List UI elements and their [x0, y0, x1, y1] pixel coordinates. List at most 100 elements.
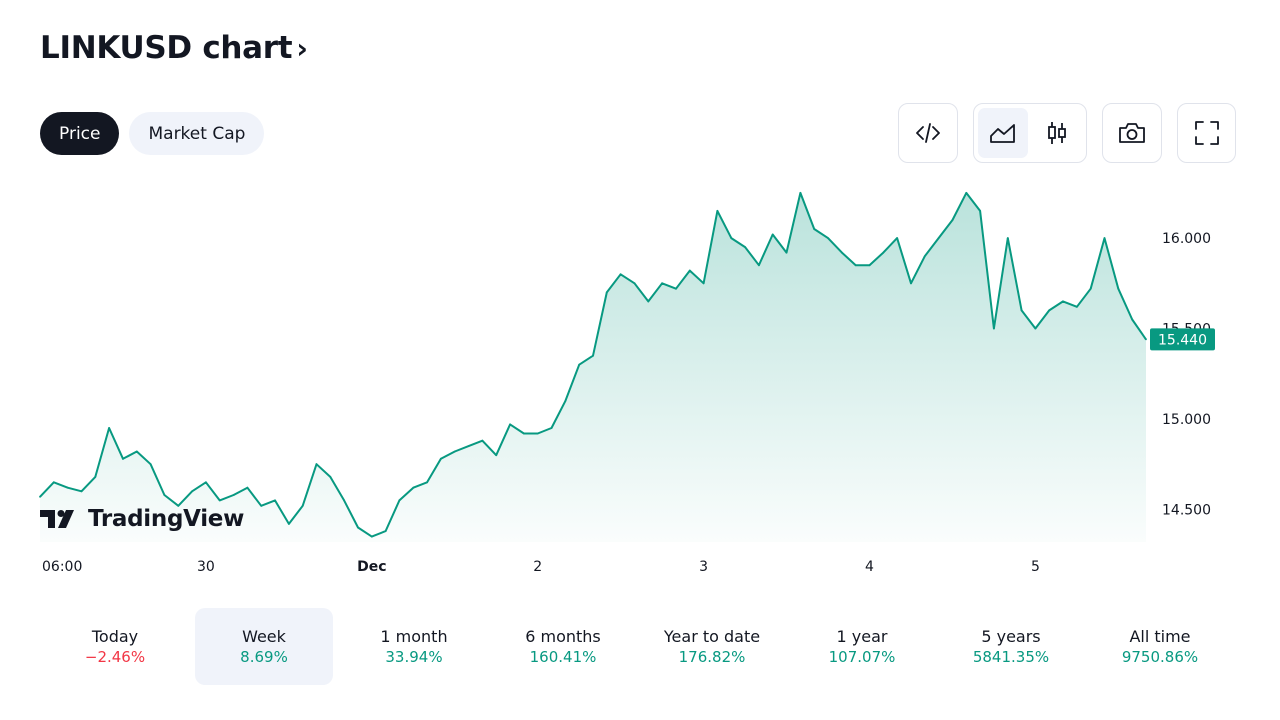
price-point: [426, 481, 428, 484]
price-point: [467, 445, 470, 447]
y-tick-label: 16.000: [1162, 231, 1211, 247]
chart-title-text: LINKUSD chart: [40, 30, 293, 66]
price-point: [923, 255, 926, 258]
price-point: [412, 486, 415, 489]
price-point: [979, 210, 981, 212]
price-point: [135, 450, 138, 453]
range-all-time[interactable]: All time 9750.86%: [1091, 608, 1229, 685]
price-point: [232, 494, 235, 496]
range-value: 176.82%: [678, 648, 746, 666]
fullscreen-button[interactable]: [1177, 103, 1236, 163]
price-point: [578, 363, 581, 366]
range-value: −2.46%: [84, 648, 146, 666]
price-point: [495, 454, 498, 457]
page-title[interactable]: LINKUSD chart ›: [40, 30, 308, 66]
chart-style-switch: [973, 103, 1087, 163]
range-year-to-date[interactable]: Year to date 176.82%: [643, 608, 781, 685]
price-point: [288, 523, 290, 525]
price-point: [453, 450, 456, 453]
price-point: [80, 490, 83, 493]
performance-ranges: Today −2.46% Week 8.69% 1 month 33.94% 6…: [40, 608, 1236, 685]
range-label: Year to date: [663, 627, 761, 646]
price-point: [550, 427, 553, 429]
embed-button[interactable]: [898, 103, 958, 163]
price-point: [827, 237, 829, 239]
range-label: Today: [91, 627, 139, 646]
range-label: 5 years: [981, 627, 1041, 646]
price-point: [1131, 318, 1134, 321]
price-point: [108, 427, 110, 429]
chevron-right-icon: ›: [296, 31, 308, 65]
tradingview-logo-text: TradingView: [88, 506, 245, 532]
price-area-fill: [40, 192, 1146, 542]
price-point: [398, 499, 401, 502]
tab-market-cap[interactable]: Market Cap: [129, 112, 265, 155]
price-point: [205, 481, 207, 484]
chart-type-tabs: Price Market Cap: [40, 112, 265, 155]
price-point: [440, 457, 442, 460]
range-label: 1 year: [836, 627, 888, 646]
price-point: [1103, 237, 1106, 239]
area-chart-icon: [990, 124, 1015, 143]
price-point: [274, 499, 276, 502]
price-point: [854, 264, 857, 267]
price-point: [122, 457, 124, 460]
range-label: 1 month: [380, 627, 448, 646]
candlestick-icon: [1048, 122, 1066, 144]
range-today[interactable]: Today −2.46%: [46, 608, 184, 685]
x-tick-label: 4: [865, 559, 874, 575]
x-tick-label: Dec: [357, 559, 386, 575]
price-point: [357, 526, 359, 529]
price-point: [536, 432, 539, 435]
range-value: 8.69%: [240, 648, 288, 666]
price-point: [315, 463, 318, 466]
candles-style-button[interactable]: [1032, 108, 1082, 158]
area-style-button[interactable]: [978, 108, 1028, 158]
price-point: [343, 499, 345, 502]
price-point: [841, 251, 843, 254]
range-1-year[interactable]: 1 year 107.07%: [793, 608, 931, 685]
range-value: 107.07%: [828, 648, 896, 666]
range-value: 160.41%: [529, 648, 597, 666]
price-point: [523, 432, 525, 435]
price-point: [301, 504, 304, 507]
snapshot-button[interactable]: [1102, 103, 1162, 163]
range-6-months[interactable]: 6 months 160.41%: [494, 608, 632, 685]
price-point: [66, 486, 69, 489]
y-tick-label: 14.500: [1162, 502, 1211, 518]
price-point: [702, 282, 705, 285]
price-point: [191, 490, 194, 493]
price-point: [965, 192, 968, 194]
tradingview-logo[interactable]: TradingView: [40, 506, 244, 532]
price-point: [163, 494, 166, 496]
y-tick-label: 15.000: [1162, 412, 1211, 428]
tab-price[interactable]: Price: [40, 112, 120, 155]
price-point: [384, 530, 387, 532]
price-point: [951, 219, 954, 221]
price-point: [716, 210, 719, 212]
price-point: [177, 504, 180, 507]
range-value: 33.94%: [385, 648, 443, 666]
price-point: [647, 300, 650, 303]
x-tick-label: 5: [1031, 559, 1040, 575]
range-5-years[interactable]: 5 years 5841.35%: [942, 608, 1080, 685]
range-value: 5841.35%: [972, 648, 1050, 666]
price-point: [39, 495, 41, 498]
price-point: [633, 282, 636, 285]
price-point: [329, 476, 332, 478]
price-point: [937, 237, 940, 239]
range-label: Week: [242, 627, 286, 646]
range-week[interactable]: Week 8.69%: [195, 608, 333, 685]
price-point: [868, 264, 871, 267]
price-point: [896, 237, 898, 239]
range-1-month[interactable]: 1 month 33.94%: [345, 608, 483, 685]
x-tick-label: 30: [197, 559, 215, 575]
price-point: [1020, 309, 1023, 312]
price-point: [481, 439, 484, 442]
price-point: [813, 228, 816, 230]
price-point: [260, 504, 263, 507]
price-point: [785, 251, 788, 254]
price-point: [592, 354, 594, 357]
price-point: [605, 291, 608, 294]
